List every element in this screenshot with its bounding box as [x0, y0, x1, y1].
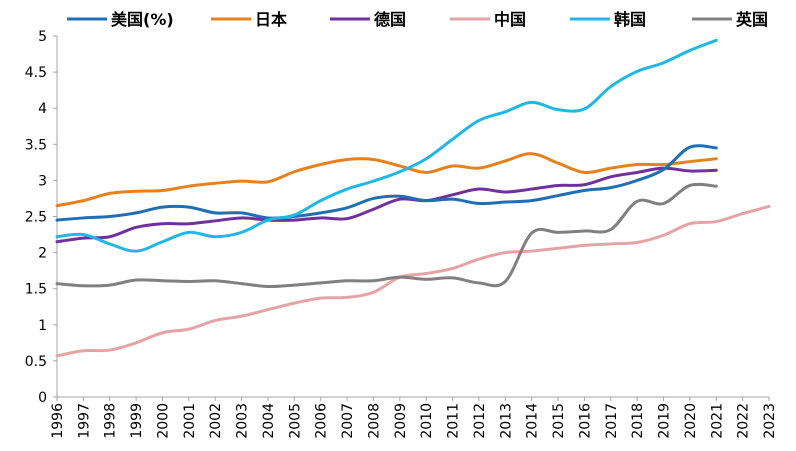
x-tick-label: 2014 — [525, 403, 541, 439]
x-tick-label: 2009 — [393, 403, 409, 439]
series-line-3 — [55, 204, 771, 358]
legend-label-4: 韩国 — [614, 10, 646, 29]
x-tick-label: 2018 — [630, 403, 646, 439]
y-tick-label: 0 — [38, 390, 47, 406]
legend-label-2: 德国 — [374, 10, 406, 29]
x-tick-label: 2004 — [261, 403, 277, 439]
x-tick-label: 2020 — [683, 403, 699, 439]
x-tick-label: 2000 — [155, 403, 171, 439]
x-tick-label: 2007 — [340, 403, 356, 439]
x-tick-label: 2003 — [235, 403, 251, 439]
y-tick-label: 2 — [38, 246, 47, 262]
x-tick-label: 2011 — [446, 403, 462, 439]
x-tick-label: 2021 — [709, 403, 725, 439]
y-tick-label: 1.5 — [25, 282, 47, 298]
x-tick-label: 2010 — [419, 403, 435, 439]
legend: 美国(%) 日本 德国 中国 韩国 英国 — [67, 10, 768, 29]
legend-label-5: 英国 — [735, 10, 768, 29]
y-tick-label: 3 — [38, 173, 47, 189]
y-tick-label: 0.5 — [25, 354, 47, 370]
legend-label-1: 日本 — [255, 10, 287, 29]
legend-label-3: 中国 — [494, 10, 526, 29]
series-line-1 — [55, 152, 718, 208]
x-tick-label: 2005 — [287, 403, 303, 439]
x-tick-label: 2008 — [366, 403, 382, 439]
series-line-2 — [55, 166, 718, 244]
y-tick-label: 2.5 — [25, 210, 47, 226]
axes: 0 0.5 1 1.5 2 2.5 3 3.5 4 4.5 5 1996 1997 1998 1999 200… — [25, 29, 778, 439]
series-line-5 — [55, 182, 718, 289]
series-lines — [55, 38, 771, 358]
series-line-0 — [55, 144, 718, 222]
x-tick-label: 2002 — [208, 403, 224, 439]
series-line-4 — [55, 38, 718, 253]
x-tick-label: 2006 — [314, 403, 330, 439]
x-tick-label: 1997 — [76, 403, 92, 439]
y-tick-label: 4.5 — [25, 65, 47, 81]
y-tick-label: 1 — [38, 318, 47, 334]
x-tick-label: 2017 — [604, 403, 620, 439]
x-tick-label: 2001 — [182, 403, 198, 439]
x-tick-label: 2015 — [551, 403, 567, 439]
y-tick-label: 3.5 — [25, 137, 47, 153]
x-tick-label: 1999 — [129, 403, 145, 439]
x-tick-label: 1998 — [103, 403, 119, 439]
y-tick-label: 4 — [38, 101, 47, 117]
x-tick-label: 2016 — [577, 403, 593, 439]
x-tick-label: 1996 — [50, 403, 66, 439]
x-tick-label: 2012 — [472, 403, 488, 439]
x-tick-label: 2013 — [498, 403, 514, 439]
x-tick-label: 2022 — [736, 403, 752, 439]
x-tick-label: 2023 — [762, 403, 778, 439]
y-tick-label: 5 — [38, 29, 47, 45]
legend-label-0: 美国(%) — [111, 10, 174, 29]
x-tick-label: 2019 — [657, 403, 673, 439]
